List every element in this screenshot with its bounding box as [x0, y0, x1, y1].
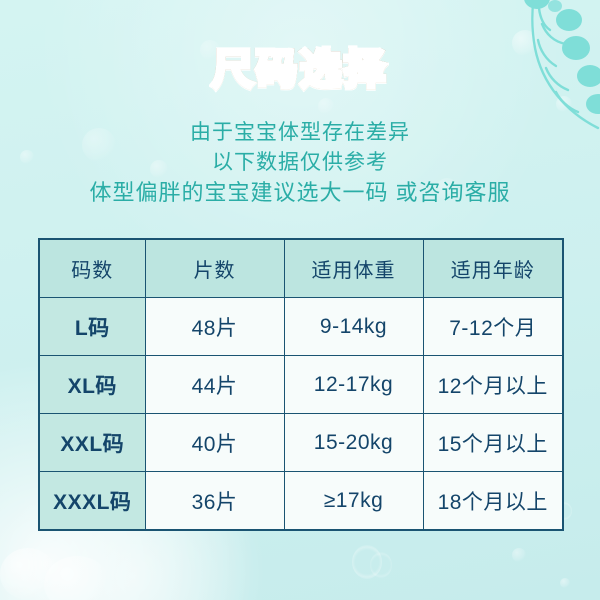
- cell-age: 12个月以上: [422, 355, 564, 414]
- table-row: XXXL码 36片 ≥17kg 18个月以上: [38, 471, 564, 531]
- column-header-size: 码数: [38, 238, 146, 298]
- bokeh-ring: [352, 545, 382, 579]
- subtitle-block: 由于宝宝体型存在差异 以下数据仅供参考 体型偏胖的宝宝建议选大一码 或咨询客服: [0, 118, 600, 208]
- cell-count: 36片: [144, 471, 285, 531]
- column-header-age: 适用年龄: [422, 238, 564, 298]
- subtitle-line-3: 体型偏胖的宝宝建议选大一码 或咨询客服: [89, 180, 511, 205]
- table-row: XXL码 40片 15-20kg 15个月以上: [38, 413, 564, 472]
- column-header-count: 片数: [144, 238, 285, 298]
- bokeh-light: [556, 96, 572, 112]
- bokeh-ring: [370, 552, 392, 578]
- bokeh-light: [512, 548, 526, 562]
- bokeh-light: [0, 548, 56, 600]
- cell-count: 48片: [144, 297, 285, 356]
- cell-count: 44片: [144, 355, 285, 414]
- cell-weight: 9-14kg: [283, 297, 424, 356]
- page-title: 尺码选择: [0, 45, 600, 93]
- cell-size: XXL码: [38, 413, 146, 472]
- cell-size: L码: [38, 297, 146, 356]
- size-chart-table: 码数 片数 适用体重 适用年龄 L码 48片 9-14kg 7-12个月 XL码…: [38, 238, 564, 531]
- cell-age: 7-12个月: [422, 297, 564, 356]
- table-row: L码 48片 9-14kg 7-12个月: [38, 297, 564, 356]
- bokeh-light: [318, 98, 334, 114]
- cell-size: XL码: [38, 355, 146, 414]
- bokeh-light: [44, 556, 110, 600]
- cell-weight: 15-20kg: [283, 413, 424, 472]
- table-row: XL码 44片 12-17kg 12个月以上: [38, 355, 564, 414]
- page-title-text: 尺码选择: [210, 45, 388, 93]
- cell-count: 40片: [144, 413, 285, 472]
- bokeh-light: [560, 578, 570, 588]
- subtitle-line-2: 以下数据仅供参考: [212, 151, 388, 174]
- cell-age: 15个月以上: [422, 413, 564, 472]
- cell-size: XXXL码: [38, 471, 146, 531]
- cell-weight: 12-17kg: [283, 355, 424, 414]
- subtitle-line-1: 由于宝宝体型存在差异: [190, 121, 410, 144]
- cell-age: 18个月以上: [422, 471, 564, 531]
- cell-weight: ≥17kg: [283, 471, 424, 531]
- column-header-weight: 适用体重: [283, 238, 424, 298]
- table-header-row: 码数 片数 适用体重 适用年龄: [38, 238, 564, 298]
